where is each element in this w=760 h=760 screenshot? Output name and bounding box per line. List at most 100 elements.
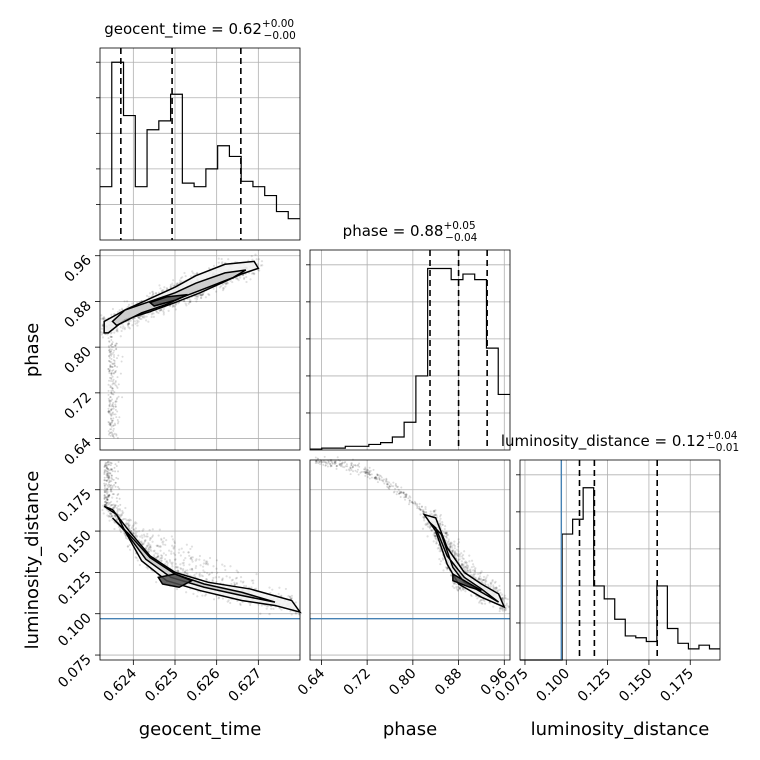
sample-point	[433, 532, 436, 535]
sample-point	[451, 551, 454, 554]
sample-point	[146, 535, 149, 538]
sample-point	[128, 543, 131, 547]
sample-point	[191, 270, 194, 273]
sample-point	[104, 500, 107, 503]
sample-point	[341, 462, 344, 465]
sample-point	[110, 313, 113, 316]
sample-point	[408, 499, 411, 502]
sample-point	[110, 500, 113, 503]
sample-point	[357, 473, 360, 476]
sample-point	[168, 549, 171, 552]
sample-point	[451, 546, 454, 549]
sample-point	[364, 474, 367, 477]
sample-point	[173, 541, 176, 545]
sample-point	[136, 534, 139, 538]
sample-point	[204, 296, 207, 299]
sample-point	[411, 501, 414, 504]
sample-point	[111, 485, 114, 488]
sample-point	[207, 267, 211, 270]
sample-point	[478, 572, 482, 575]
sample-point	[419, 508, 422, 511]
sample-point	[208, 556, 212, 560]
sample-point	[383, 478, 386, 481]
sample-point	[249, 603, 252, 607]
sample-point	[104, 504, 107, 507]
x-tick-label: 0.150	[616, 666, 656, 706]
sample-point	[114, 504, 117, 507]
sample-point	[108, 469, 111, 472]
sample-point	[204, 562, 207, 565]
sample-point	[457, 550, 460, 553]
sample-point	[108, 432, 111, 435]
x-axis-label-phase: phase	[383, 719, 437, 740]
sample-point	[110, 353, 113, 356]
sample-point	[107, 503, 110, 506]
sample-point	[245, 275, 248, 279]
sample-point	[432, 533, 435, 536]
sample-point	[439, 563, 442, 566]
sample-point	[334, 460, 337, 463]
sample-point	[214, 576, 217, 579]
sample-point	[165, 539, 168, 542]
sample-point	[187, 302, 190, 305]
sample-point	[131, 525, 134, 528]
sample-point	[460, 562, 464, 566]
sample-point	[461, 587, 465, 591]
sample-point	[112, 506, 116, 509]
sample-point	[500, 593, 504, 596]
sample-point	[480, 579, 483, 582]
sample-point	[398, 492, 401, 495]
sample-point	[134, 532, 137, 535]
sample-point	[255, 573, 258, 576]
sample-point	[241, 274, 245, 277]
sample-point	[268, 613, 271, 616]
sample-point	[110, 365, 113, 368]
sample-point	[234, 277, 238, 280]
sample-point	[162, 543, 165, 546]
sample-point	[104, 496, 107, 499]
sample-point	[445, 532, 448, 535]
sample-point	[103, 469, 106, 472]
sample-point	[390, 485, 393, 488]
sample-point	[451, 585, 454, 588]
sample-point	[111, 404, 114, 407]
sample-point	[399, 491, 402, 494]
sample-point	[171, 561, 174, 564]
sample-point	[369, 473, 372, 476]
hist-panel-geocent_time: geocent_time = 0.62+0.00 −0.00	[96, 18, 301, 241]
sample-point	[159, 557, 162, 560]
sample-point	[108, 461, 111, 464]
sample-point	[505, 602, 508, 605]
sample-point	[495, 586, 498, 590]
sample-point	[445, 531, 449, 534]
sample-point	[385, 477, 388, 480]
sample-point	[108, 423, 111, 426]
sample-point	[315, 460, 318, 463]
sample-point	[105, 476, 108, 479]
sample-point	[221, 578, 224, 581]
y-axis-label-luminosity_distance: luminosity_distance	[22, 471, 43, 650]
sample-point	[201, 293, 204, 296]
sample-point	[498, 584, 501, 588]
sample-point	[233, 583, 236, 586]
sample-point	[147, 541, 150, 545]
sample-point	[185, 304, 188, 307]
sample-point	[107, 510, 110, 513]
sample-point	[171, 282, 174, 285]
sample-point	[180, 567, 183, 570]
sample-point	[402, 491, 405, 494]
sample-point	[111, 470, 114, 473]
sample-point	[420, 508, 423, 511]
sample-point	[182, 567, 185, 571]
sample-point	[422, 517, 426, 520]
sample-point	[127, 524, 131, 527]
sample-point	[173, 305, 177, 308]
sample-point	[221, 287, 225, 290]
sample-point	[373, 477, 376, 480]
sample-point	[358, 465, 361, 468]
sample-point	[369, 469, 372, 472]
sample-point	[290, 594, 294, 597]
sample-point	[420, 505, 423, 508]
sample-point	[438, 522, 442, 525]
